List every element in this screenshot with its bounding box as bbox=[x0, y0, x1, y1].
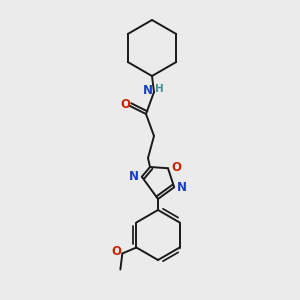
Text: O: O bbox=[171, 161, 181, 174]
Text: N: N bbox=[129, 170, 139, 183]
Text: O: O bbox=[111, 245, 121, 258]
Text: N: N bbox=[143, 85, 153, 98]
Text: H: H bbox=[154, 84, 164, 94]
Text: N: N bbox=[177, 181, 187, 194]
Text: O: O bbox=[120, 98, 130, 110]
